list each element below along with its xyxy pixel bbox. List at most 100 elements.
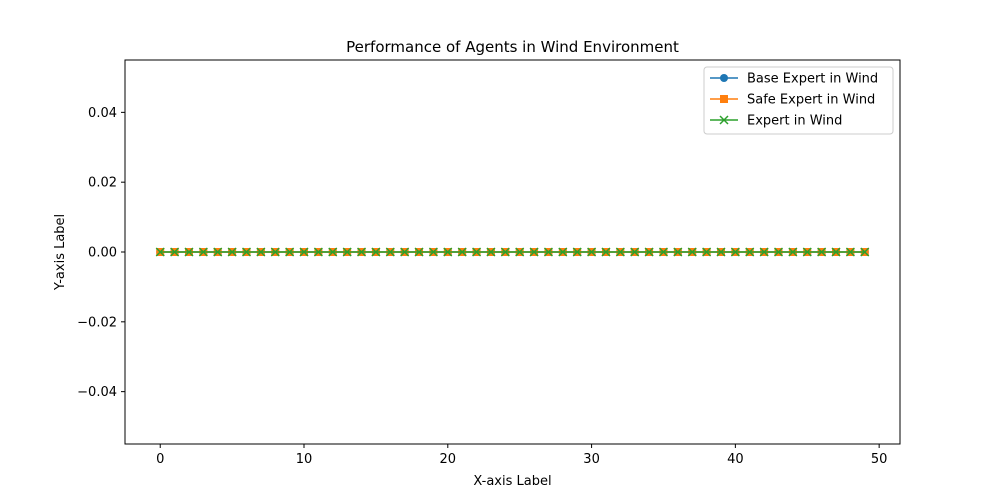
x-axis-ticks: 0 10 20 30 40 50 <box>156 444 887 467</box>
x-marker-stroke <box>385 247 395 257</box>
data-point <box>299 247 309 257</box>
legend-entry: Expert in Wind <box>710 114 842 129</box>
x-marker-stroke <box>831 247 841 257</box>
x-marker-stroke <box>515 247 525 257</box>
x-axis-label: X-axis Label <box>473 474 551 489</box>
x-marker-stroke <box>428 247 438 257</box>
data-point <box>831 247 841 257</box>
x-marker-stroke <box>630 247 640 257</box>
x-marker-stroke <box>817 247 827 257</box>
y-axis-label: Y-axis Label <box>53 214 68 291</box>
x-marker-stroke <box>572 247 582 257</box>
x-marker-stroke <box>719 115 729 125</box>
data-point <box>256 247 266 257</box>
data-point <box>385 247 395 257</box>
x-marker-stroke <box>443 247 453 257</box>
x-marker-stroke <box>759 247 769 257</box>
x-marker-stroke <box>788 247 798 257</box>
x-marker-stroke <box>457 247 467 257</box>
data-point <box>515 247 525 257</box>
data-point <box>428 247 438 257</box>
plot-frame <box>124 59 901 445</box>
data-point <box>500 247 510 257</box>
data-point <box>587 247 597 257</box>
data-point <box>443 247 453 257</box>
x-marker-stroke <box>198 247 208 257</box>
y-tick-label: −0.02 <box>77 315 117 330</box>
x-marker-stroke <box>486 247 496 257</box>
chart-title: Performance of Agents in Wind Environmen… <box>346 38 679 56</box>
data-point <box>817 247 827 257</box>
x-marker-stroke <box>716 247 726 257</box>
data-point <box>270 247 280 257</box>
x-marker-stroke <box>270 247 280 257</box>
x-marker-stroke <box>730 247 740 257</box>
x-marker-stroke <box>313 247 323 257</box>
data-point <box>860 247 870 257</box>
data-point <box>457 247 467 257</box>
x-tick-label: 30 <box>583 452 600 467</box>
x-marker-stroke <box>773 247 784 257</box>
x-marker-stroke <box>213 247 223 257</box>
data-point <box>558 247 568 257</box>
legend-label: Base Expert in Wind <box>747 72 878 87</box>
data-point <box>572 247 582 257</box>
x-tick-label: 10 <box>296 452 313 467</box>
data-point <box>702 247 712 257</box>
x-marker-stroke <box>543 247 553 257</box>
x-marker-stroke <box>184 247 194 257</box>
x-marker-stroke <box>802 247 812 257</box>
x-marker-stroke <box>227 247 237 257</box>
x-marker-stroke <box>371 247 381 257</box>
x-marker-stroke <box>601 247 611 257</box>
series-layer <box>155 247 870 257</box>
x-marker-stroke <box>658 247 669 257</box>
x-marker-stroke <box>342 247 352 257</box>
x-marker-stroke <box>414 247 424 257</box>
x-marker-stroke <box>155 247 165 257</box>
data-point <box>342 247 352 257</box>
data-point <box>630 247 640 257</box>
data-point <box>788 247 798 257</box>
data-point <box>213 247 223 257</box>
x-marker-stroke <box>400 247 410 257</box>
x-marker-stroke <box>529 247 539 257</box>
data-point <box>543 247 553 257</box>
x-marker-stroke <box>702 247 712 257</box>
data-point <box>400 247 410 257</box>
legend-label: Safe Expert in Wind <box>747 93 875 108</box>
y-tick-label: 0.02 <box>88 176 117 191</box>
data-point <box>529 247 539 257</box>
x-marker-stroke <box>256 247 266 257</box>
data-point <box>356 247 367 257</box>
x-tick-label: 40 <box>727 452 744 467</box>
y-axis-ticks: −0.04 −0.02 0.00 0.02 0.04 <box>77 106 125 400</box>
y-tick-label: 0.04 <box>88 106 117 121</box>
x-marker-stroke <box>860 247 870 257</box>
data-point <box>773 247 784 257</box>
x-marker-stroke <box>644 247 654 257</box>
data-point <box>198 247 208 257</box>
x-marker-stroke <box>587 247 597 257</box>
x-marker-stroke <box>170 247 180 257</box>
x-marker-stroke <box>356 247 367 257</box>
data-point <box>845 247 855 257</box>
x-marker-stroke <box>328 247 338 257</box>
data-point <box>730 247 740 257</box>
data-point <box>328 247 338 257</box>
x-marker-stroke <box>615 247 625 257</box>
legend: Base Expert in Wind Safe Expert in Wind Ex… <box>703 66 894 135</box>
y-tick-label: −0.04 <box>77 385 117 400</box>
legend-marker <box>720 95 728 103</box>
x-marker-stroke <box>241 247 252 257</box>
data-point <box>486 247 496 257</box>
series-3 <box>155 247 870 257</box>
data-point <box>472 247 482 257</box>
data-point <box>313 247 323 257</box>
x-marker-stroke <box>299 247 309 257</box>
data-point <box>658 247 669 257</box>
x-marker-stroke <box>500 247 510 257</box>
legend-entry: Base Expert in Wind <box>710 72 878 87</box>
x-marker-stroke <box>687 247 697 257</box>
data-point <box>716 247 726 257</box>
